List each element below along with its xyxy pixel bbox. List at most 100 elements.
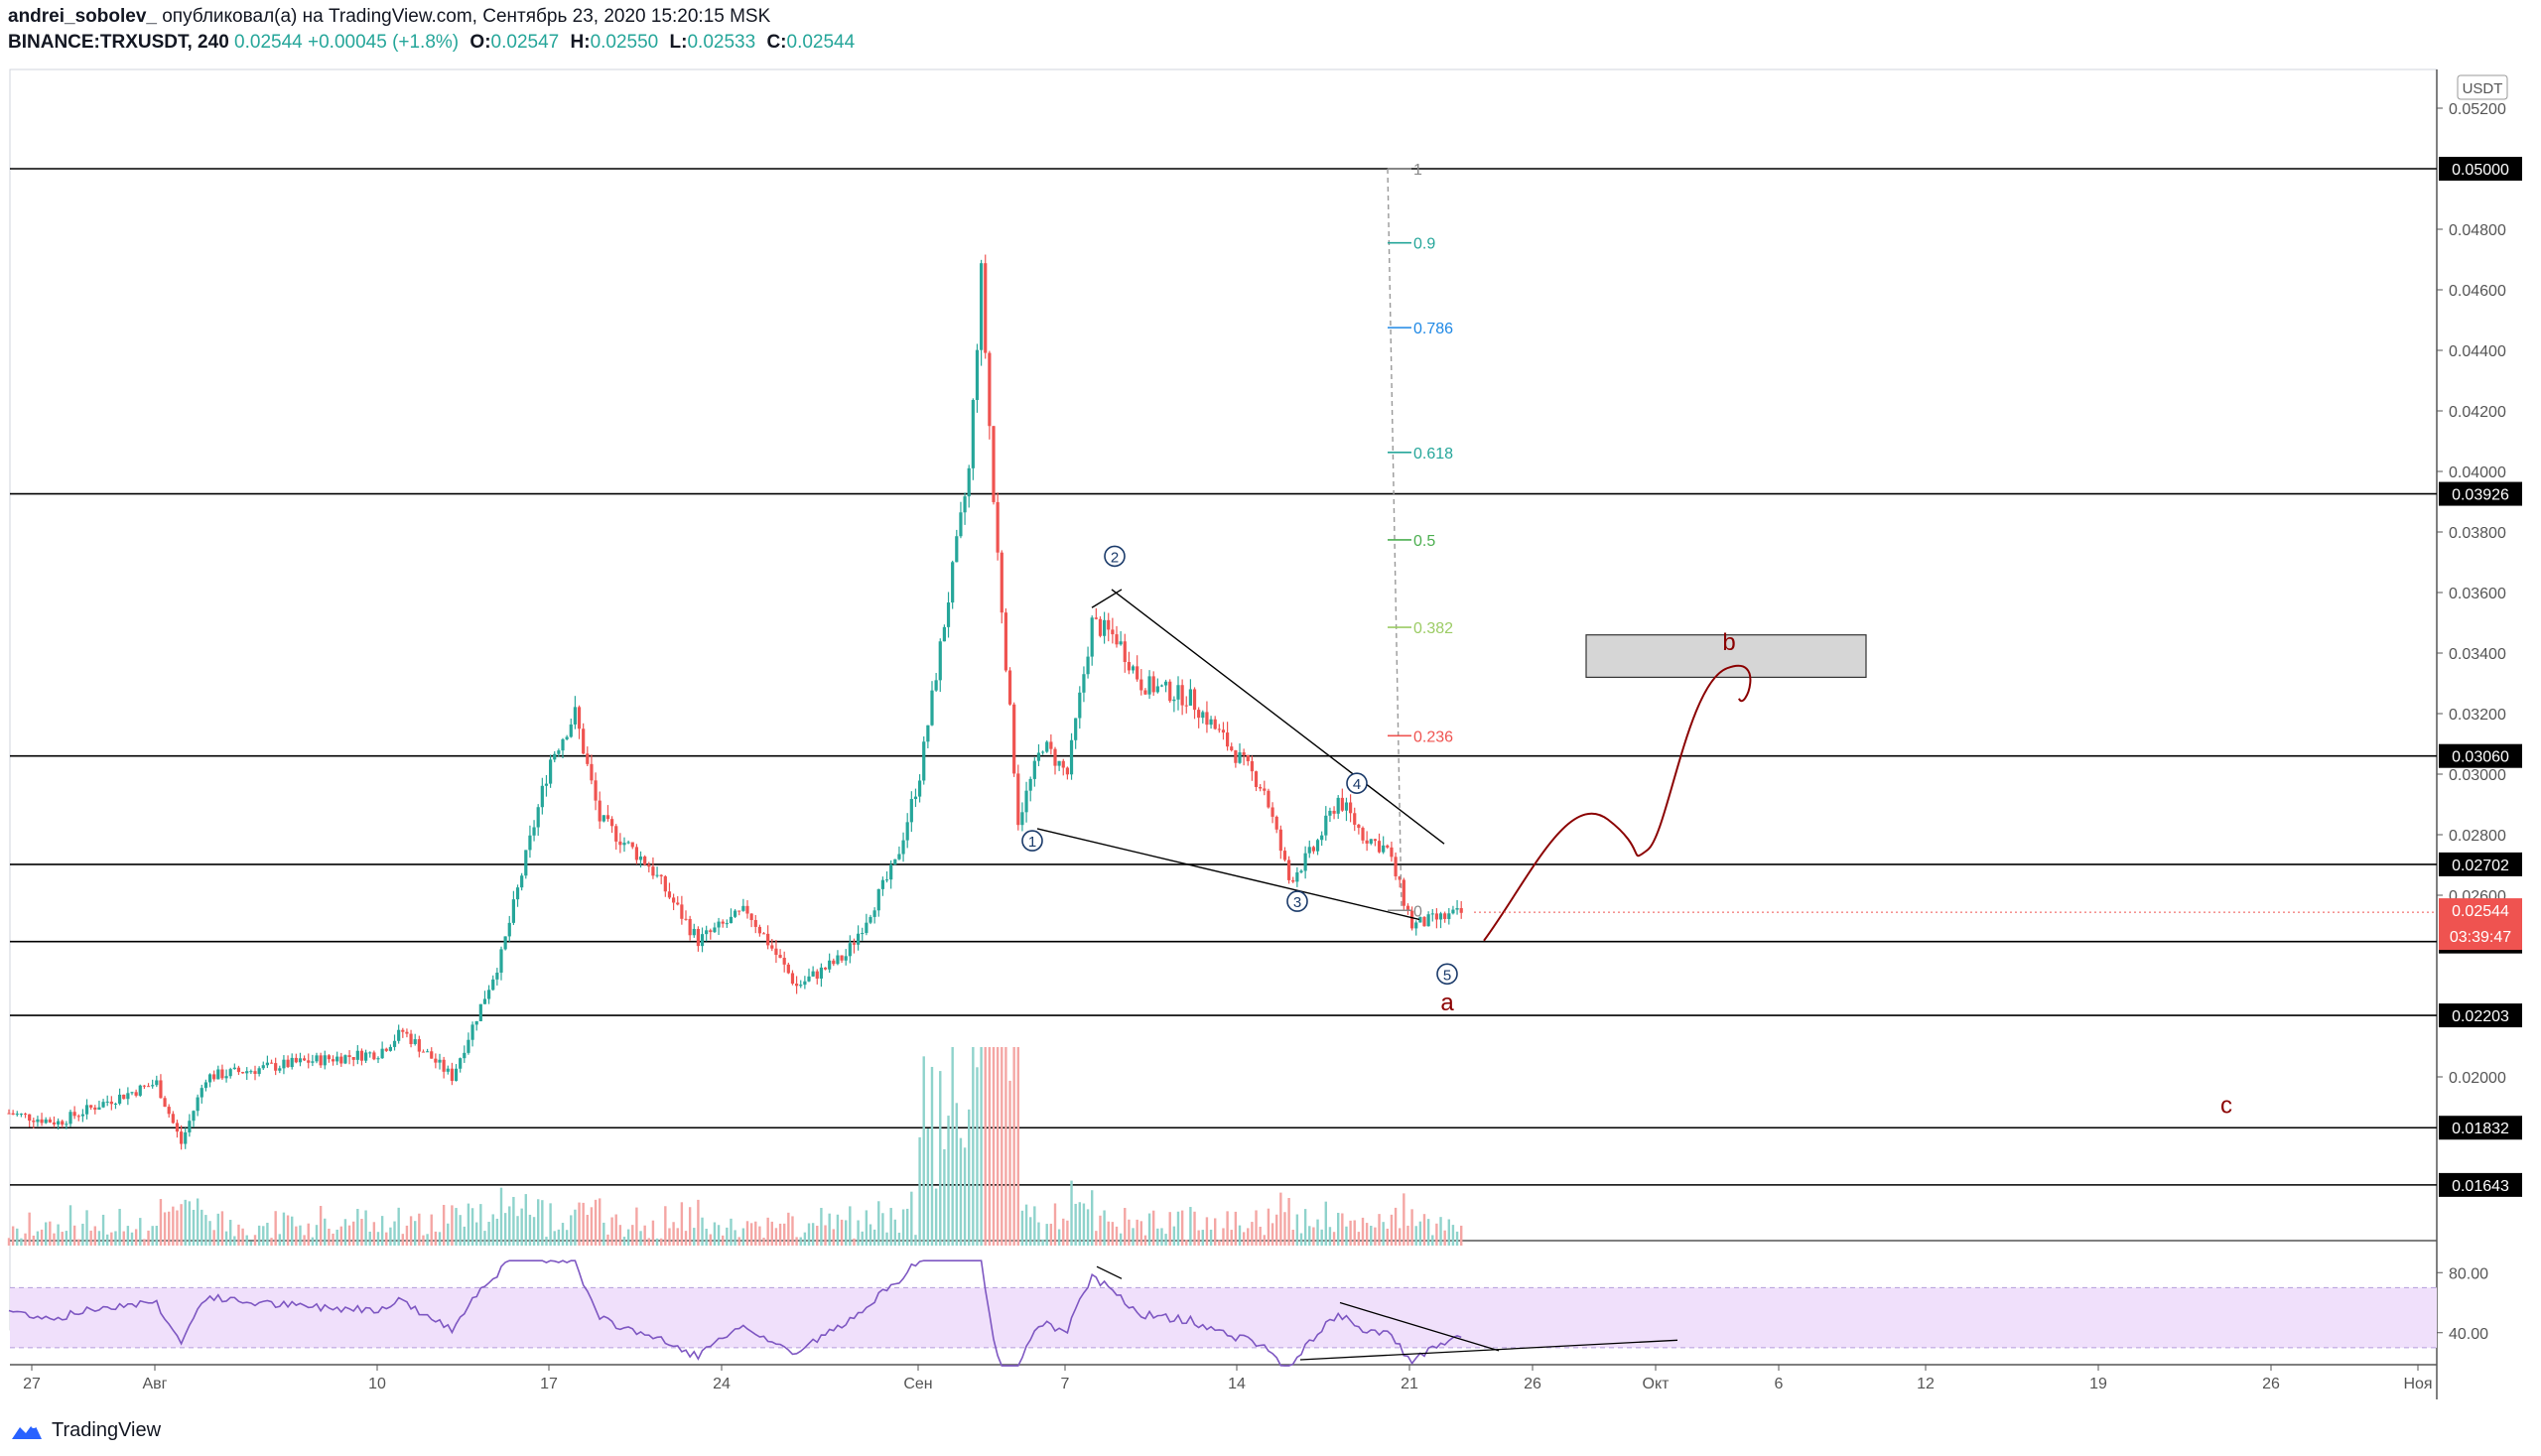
candle-body bbox=[1086, 656, 1090, 675]
candle-body bbox=[1192, 689, 1197, 711]
volume-bar bbox=[434, 1231, 438, 1246]
volume-bar bbox=[68, 1205, 72, 1246]
candle-body bbox=[1136, 666, 1139, 680]
volume-bar bbox=[803, 1232, 807, 1246]
volume-bar bbox=[561, 1223, 565, 1246]
volume-bar bbox=[1410, 1209, 1413, 1246]
price-tick-label: 0.03000 bbox=[2449, 767, 2506, 784]
chart-frame bbox=[9, 68, 2438, 1331]
volume-bar bbox=[139, 1218, 142, 1246]
candle-body bbox=[109, 1101, 113, 1105]
candle-body bbox=[524, 850, 528, 876]
volume-bar bbox=[693, 1228, 696, 1246]
volume-bar bbox=[114, 1231, 117, 1246]
volume-bar bbox=[233, 1236, 236, 1246]
volume-bars bbox=[7, 1047, 1463, 1246]
candle-body bbox=[430, 1051, 434, 1059]
candle-body bbox=[852, 943, 857, 945]
volume-bar bbox=[72, 1225, 76, 1246]
candle-body bbox=[11, 1113, 15, 1116]
footer: TradingView bbox=[10, 1415, 161, 1445]
volume-bar bbox=[347, 1225, 351, 1246]
volume-bar bbox=[1053, 1203, 1057, 1246]
candle-body bbox=[113, 1103, 118, 1105]
symbol-name[interactable]: BINANCE:TRXUSDT, 240 bbox=[8, 32, 229, 53]
volume-bar bbox=[470, 1208, 474, 1246]
candle-body bbox=[397, 1029, 401, 1041]
candle-body bbox=[1188, 689, 1192, 706]
volume-bar bbox=[1115, 1226, 1119, 1246]
candle-body bbox=[614, 826, 618, 842]
volume-bar bbox=[828, 1213, 831, 1246]
candle-body bbox=[1287, 860, 1291, 880]
candle-body bbox=[951, 562, 955, 603]
candle-body bbox=[364, 1052, 368, 1061]
volume-bar bbox=[1218, 1240, 1221, 1246]
candle-body bbox=[897, 854, 901, 860]
candle-body bbox=[1119, 641, 1123, 645]
candle-body bbox=[1414, 922, 1418, 929]
price-tick-label: 0.03800 bbox=[2449, 525, 2506, 542]
candle-body bbox=[1147, 676, 1151, 695]
candle-body bbox=[594, 780, 598, 801]
candle-body bbox=[1443, 913, 1447, 919]
candle-body bbox=[996, 501, 1000, 553]
volume-bar bbox=[684, 1231, 688, 1246]
candle-body bbox=[1340, 797, 1344, 811]
volume-bar bbox=[389, 1227, 392, 1246]
volume-bar bbox=[1057, 1229, 1061, 1246]
volume-bar bbox=[1390, 1214, 1394, 1246]
volume-bar bbox=[1074, 1203, 1077, 1246]
volume-bar bbox=[1020, 1210, 1024, 1246]
candle-body bbox=[672, 897, 676, 903]
volume-bar bbox=[1143, 1235, 1147, 1246]
rsi-band bbox=[10, 1287, 2437, 1348]
level-tag-box bbox=[2439, 157, 2522, 181]
candle-body bbox=[651, 866, 655, 876]
candle-body bbox=[355, 1050, 359, 1060]
candle-body bbox=[565, 736, 569, 739]
tradingview-brand[interactable]: TradingView bbox=[52, 1418, 162, 1441]
volume-bar bbox=[1251, 1222, 1254, 1246]
candle-body bbox=[405, 1031, 409, 1034]
wave-label-2: 2 bbox=[1104, 545, 1126, 568]
level-price-tag: 0.01643 bbox=[2439, 1172, 2522, 1197]
volume-bar bbox=[811, 1223, 815, 1246]
volume-bar bbox=[1431, 1235, 1434, 1246]
candle-body bbox=[384, 1048, 388, 1051]
volume-bar bbox=[861, 1231, 864, 1246]
candle-body bbox=[57, 1121, 61, 1125]
candle-body bbox=[1459, 907, 1463, 913]
time-tick-label: Авг bbox=[142, 1376, 167, 1392]
level-tag-text: 0.03926 bbox=[2452, 487, 2509, 504]
volume-bar bbox=[204, 1215, 207, 1246]
level-tag-text: 0.05000 bbox=[2452, 162, 2509, 179]
candle-body bbox=[499, 949, 503, 973]
candle-body bbox=[540, 785, 544, 808]
candle-body bbox=[1217, 728, 1221, 730]
candle-body bbox=[799, 985, 803, 987]
time-tick-label: 12 bbox=[1917, 1376, 1935, 1392]
candle-body bbox=[1398, 875, 1402, 880]
volume-bar bbox=[208, 1221, 211, 1246]
volume-bar bbox=[274, 1211, 277, 1246]
volume-bar bbox=[680, 1202, 684, 1246]
candle-body bbox=[1069, 739, 1074, 775]
volume-bar bbox=[245, 1235, 248, 1246]
candle-body bbox=[992, 426, 996, 502]
volume-bar bbox=[311, 1237, 315, 1246]
candle-body bbox=[1003, 612, 1007, 671]
volume-bar bbox=[549, 1203, 552, 1246]
volume-bar bbox=[257, 1225, 261, 1246]
price-chart[interactable]: USDT 0.05200 0.04800 0.04600 0.04400 0.04200 0… bbox=[0, 0, 2541, 1409]
volume-bar bbox=[934, 1188, 938, 1246]
candle-body bbox=[36, 1119, 40, 1123]
candle-body bbox=[1410, 910, 1414, 929]
volume-bar bbox=[220, 1211, 224, 1246]
symbol-legend: BINANCE:TRXUSDT, 240 0.02544 +0.00045 (+… bbox=[8, 30, 2529, 56]
candle-body bbox=[1143, 690, 1147, 695]
candle-body bbox=[474, 1020, 478, 1025]
candle-body bbox=[1045, 741, 1049, 752]
author-name[interactable]: andrei_sobolev_ bbox=[8, 6, 157, 27]
chart-header: andrei_sobolev_ опубликовал(а) на Tradin… bbox=[8, 4, 2529, 60]
